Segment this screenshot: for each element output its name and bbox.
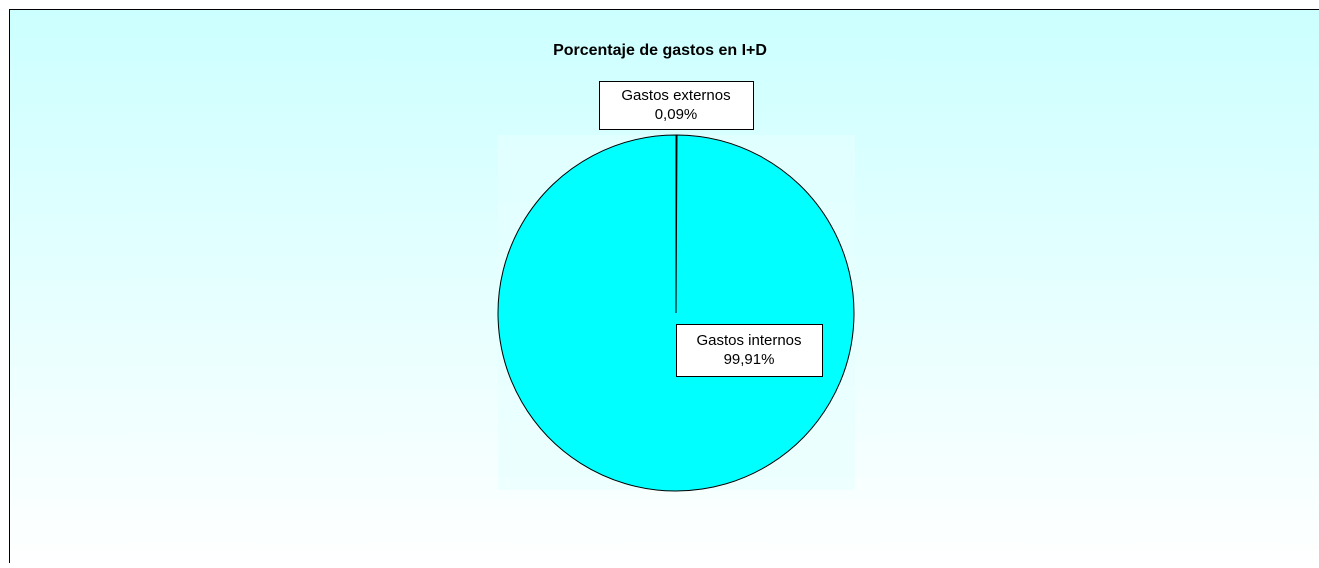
label-box bbox=[676, 324, 823, 377]
slices bbox=[497, 134, 855, 492]
label-value: 0,09% bbox=[655, 106, 698, 123]
pie-slice bbox=[497, 134, 855, 492]
label-category: Gastos externos bbox=[621, 87, 730, 104]
label-category: Gastos internos bbox=[696, 332, 801, 349]
label-box bbox=[599, 81, 754, 130]
label-value: 99,91% bbox=[724, 351, 775, 368]
chart-title: Porcentaje de gastos en I+D bbox=[553, 42, 767, 59]
labels: Gastos externos 0,09% Gastos internos 99,91… bbox=[599, 81, 823, 377]
